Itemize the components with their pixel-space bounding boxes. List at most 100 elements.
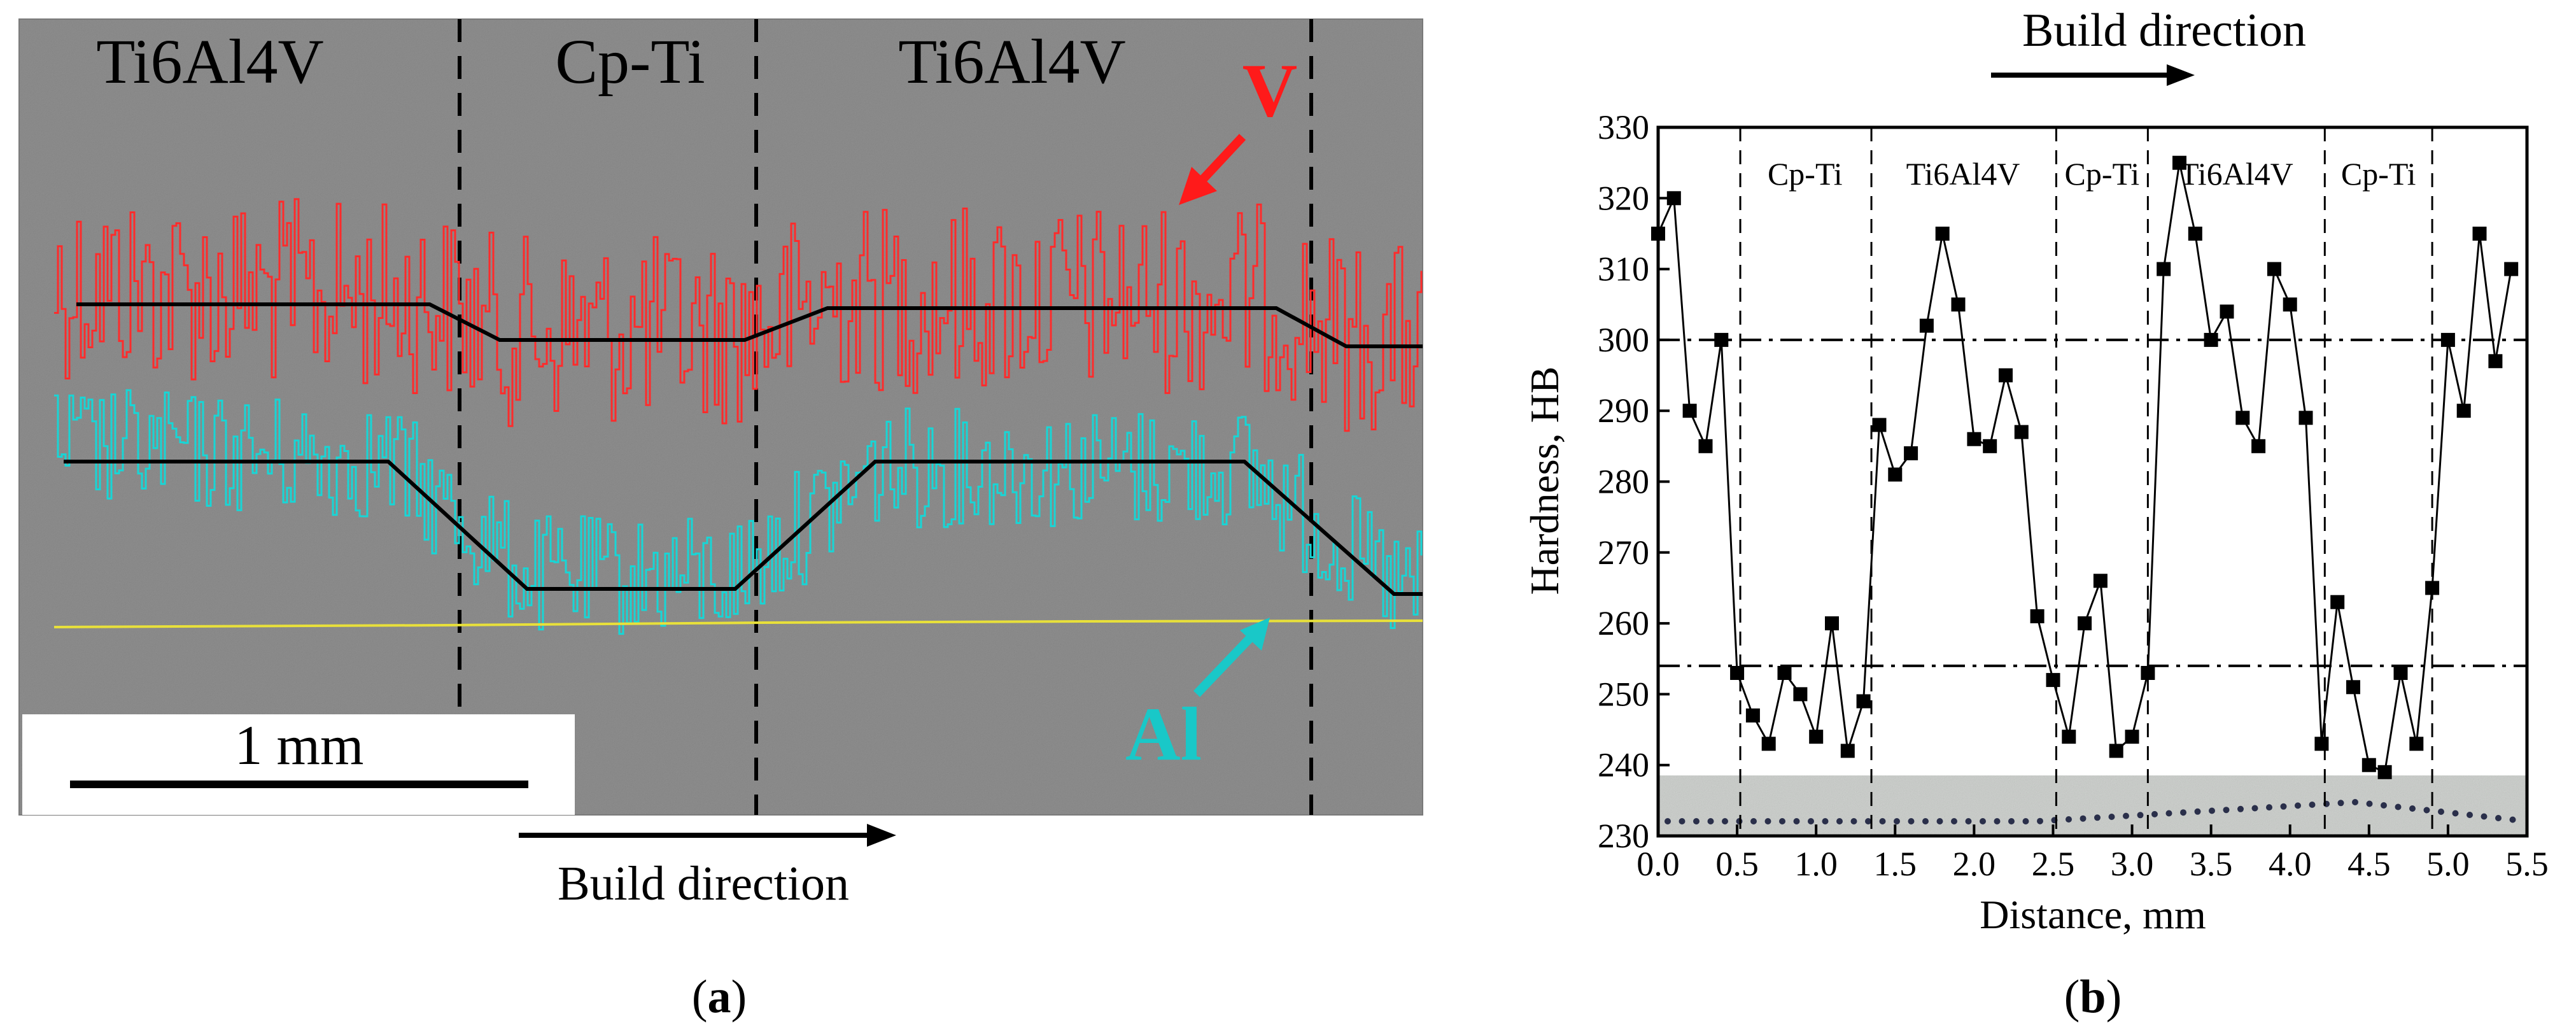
indentation-mark (2037, 817, 2043, 824)
x-tick-label: 4.0 (2269, 845, 2312, 883)
data-point (2251, 439, 2266, 453)
data-point (1714, 332, 1729, 347)
data-point (2014, 425, 2029, 439)
x-tick-label: 2.0 (1953, 845, 1996, 883)
data-point (1919, 318, 1934, 333)
data-point (2283, 297, 2297, 312)
data-point (1888, 467, 1903, 482)
x-tick-label: 0.5 (1715, 845, 1759, 883)
build-direction-label-a: Build direction (558, 857, 849, 910)
panel-b-caption: (b) (2064, 971, 2122, 1023)
data-point (2330, 595, 2345, 609)
plot-frame (1656, 125, 2529, 838)
data-point (2361, 758, 2376, 772)
indentation-mark (1994, 818, 2001, 824)
data-point (2504, 262, 2519, 276)
data-point (1730, 666, 1745, 680)
data-point (2204, 332, 2218, 347)
data-point (1983, 439, 1997, 453)
al-arrow (1193, 635, 1254, 697)
region-label-ti6al4v-left: Ti6Al4V (96, 26, 324, 97)
indentation-mark (2295, 802, 2301, 809)
y-tick-label: 260 (1598, 604, 1649, 642)
indentation-mark (2237, 805, 2244, 812)
data-point (2125, 730, 2139, 744)
data-point (1809, 730, 1824, 744)
indentation-mark (2266, 804, 2272, 811)
x-tick-label: 5.5 (2505, 845, 2549, 883)
region-label-ti6al4v-right: Ti6Al4V (898, 26, 1126, 97)
y-tick-label: 310 (1598, 250, 1649, 288)
build-direction-arrowhead-icon (2167, 64, 2195, 86)
data-point (1951, 297, 1966, 312)
indentation-mark (2066, 816, 2072, 823)
indentation-mark (2123, 812, 2129, 819)
indentation-mark (2381, 802, 2387, 809)
indentation-mark (2495, 815, 2502, 821)
al-signal-line (54, 389, 1423, 635)
v-trend-line (76, 302, 1423, 348)
data-point (1856, 694, 1871, 709)
data-point (1872, 418, 1887, 432)
region-label: Ti6Al4V (2179, 156, 2293, 192)
y-tick-label: 230 (1598, 817, 1649, 855)
v-signal-line (54, 198, 1423, 432)
data-point (2298, 411, 2313, 425)
data-point (2093, 574, 2108, 588)
scale-bar-box (22, 714, 575, 815)
indentation-mark (2194, 808, 2201, 815)
data-point (2030, 609, 2045, 623)
indentation-mark (1764, 818, 1771, 824)
indentation-mark (1951, 818, 1957, 824)
data-point (2188, 227, 2202, 241)
al-label: Al (1125, 691, 1202, 776)
v-arrow (1194, 134, 1246, 188)
indentation-mark (1665, 818, 1671, 824)
panel-a: Ti6Al4V Cp-Ti Ti6Al4V V Al 1 mm Build di… (18, 18, 1423, 1023)
indentation-mark (1822, 818, 1829, 824)
indentation-mark (2337, 800, 2344, 807)
y-tick-label: 300 (1598, 321, 1649, 359)
data-point (2472, 227, 2487, 241)
data-point (2109, 744, 2123, 758)
indentation-mark (2409, 805, 2416, 812)
data-point (1967, 432, 1981, 446)
data-point (2346, 680, 2360, 695)
region-label: Cp-Ti (2065, 156, 2140, 192)
data-point (2172, 155, 2186, 170)
data-point (1682, 404, 1697, 418)
y-tick-label: 250 (1598, 675, 1649, 713)
region-label: Cp-Ti (1768, 156, 1843, 192)
indentation-mark (1894, 818, 1900, 824)
data-point (2157, 262, 2171, 276)
x-tick-label: 2.5 (2032, 845, 2075, 883)
indentation-mark (2438, 809, 2444, 815)
data-point (1935, 227, 1950, 241)
indentation-mark (1965, 818, 1972, 824)
indentation-mark (1808, 818, 1814, 824)
indentation-mark (1936, 818, 1943, 824)
data-point (2440, 332, 2455, 347)
y-tick-label: 280 (1598, 463, 1649, 501)
panel-a-caption: (a) (692, 971, 747, 1023)
x-tick-label: 3.5 (2190, 845, 2233, 883)
indentation-mark (1865, 818, 1871, 824)
indentation-mark (1850, 818, 1857, 824)
x-tick-label: 4.5 (2347, 845, 2391, 883)
indentation-mark (1908, 818, 1915, 824)
scale-bar-label: 1 mm (235, 715, 364, 777)
indentation-mark (2080, 815, 2087, 822)
indentation-mark (2481, 813, 2488, 820)
data-point (2488, 354, 2503, 369)
data-point (2235, 411, 2250, 425)
data-point (2425, 581, 2440, 595)
indentation-mark (1693, 818, 1700, 824)
data-point (1745, 708, 1760, 723)
region-label-cp-ti: Cp-Ti (555, 26, 705, 97)
indentation-mark (2352, 799, 2358, 805)
indentation-mark (2467, 812, 2473, 818)
indentation-mark (1793, 818, 1800, 824)
indentation-mark (2509, 816, 2516, 823)
y-tick-label: 240 (1598, 746, 1649, 784)
data-point (2267, 262, 2281, 276)
